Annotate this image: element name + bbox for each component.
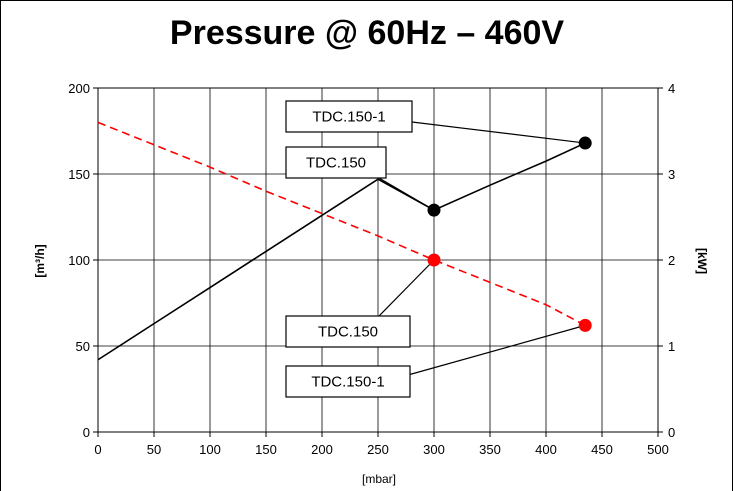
x-tick-label: 100 xyxy=(199,442,221,457)
y-axis-left-label: [m³/h] xyxy=(33,244,47,277)
x-tick-label: 50 xyxy=(147,442,161,457)
y-right-tick-label: 3 xyxy=(668,167,675,182)
y-left-tick-label: 0 xyxy=(83,425,90,440)
x-axis-label: [mbar] xyxy=(362,472,396,486)
callout-leader xyxy=(378,177,435,211)
x-tick-label: 200 xyxy=(311,442,333,457)
axes: 0 50 100 150 200 250 300 350 400 450 500 0 50 100 150 2… xyxy=(68,81,675,457)
y-left-tick-label: 150 xyxy=(68,167,90,182)
x-tick-label: 450 xyxy=(591,442,613,457)
markers-layer xyxy=(427,136,592,332)
callout-leader xyxy=(378,259,435,317)
callout-label: TDC.150-1 xyxy=(312,109,385,126)
callout-label: TDC.150 xyxy=(318,324,378,341)
x-tick-label: 300 xyxy=(423,442,445,457)
x-tick-label: 150 xyxy=(255,442,277,457)
x-tick-label: 350 xyxy=(479,442,501,457)
series-layer xyxy=(97,121,586,361)
data-point-marker xyxy=(427,203,441,217)
callout-box xyxy=(285,315,411,348)
series-line-1 xyxy=(97,142,586,361)
y-right-tick-label: 4 xyxy=(668,81,675,96)
y-right-tick-label: 1 xyxy=(668,339,675,354)
callout-leader xyxy=(411,121,586,144)
y-left-tick-label: 100 xyxy=(68,253,90,268)
y-right-tick-label: 0 xyxy=(668,425,675,440)
x-tick-label: 500 xyxy=(647,442,669,457)
chart-title: Pressure @ 60Hz – 460V xyxy=(170,14,564,52)
y-left-tick-label: 200 xyxy=(68,81,90,96)
callouts: TDC.150-1 TDC.150 TDC.150 TDC.150-1 xyxy=(285,100,586,398)
x-tick-label: 250 xyxy=(367,442,389,457)
data-point-marker xyxy=(578,318,592,332)
y-right-tick-label: 2 xyxy=(668,253,675,268)
x-tick-label: 0 xyxy=(94,442,101,457)
y-left-tick-label: 50 xyxy=(76,339,90,354)
data-point-marker xyxy=(578,136,592,150)
callout-leader xyxy=(407,324,586,376)
callout-label: TDC.150-1 xyxy=(311,374,384,391)
y-axis-right-label: [kW] xyxy=(695,248,709,274)
callout-box xyxy=(285,365,411,398)
data-point-marker xyxy=(427,253,441,267)
callout-box xyxy=(285,100,413,133)
callout-label: TDC.150 xyxy=(306,155,366,172)
x-tick-label: 400 xyxy=(535,442,557,457)
callout-box xyxy=(285,146,387,179)
